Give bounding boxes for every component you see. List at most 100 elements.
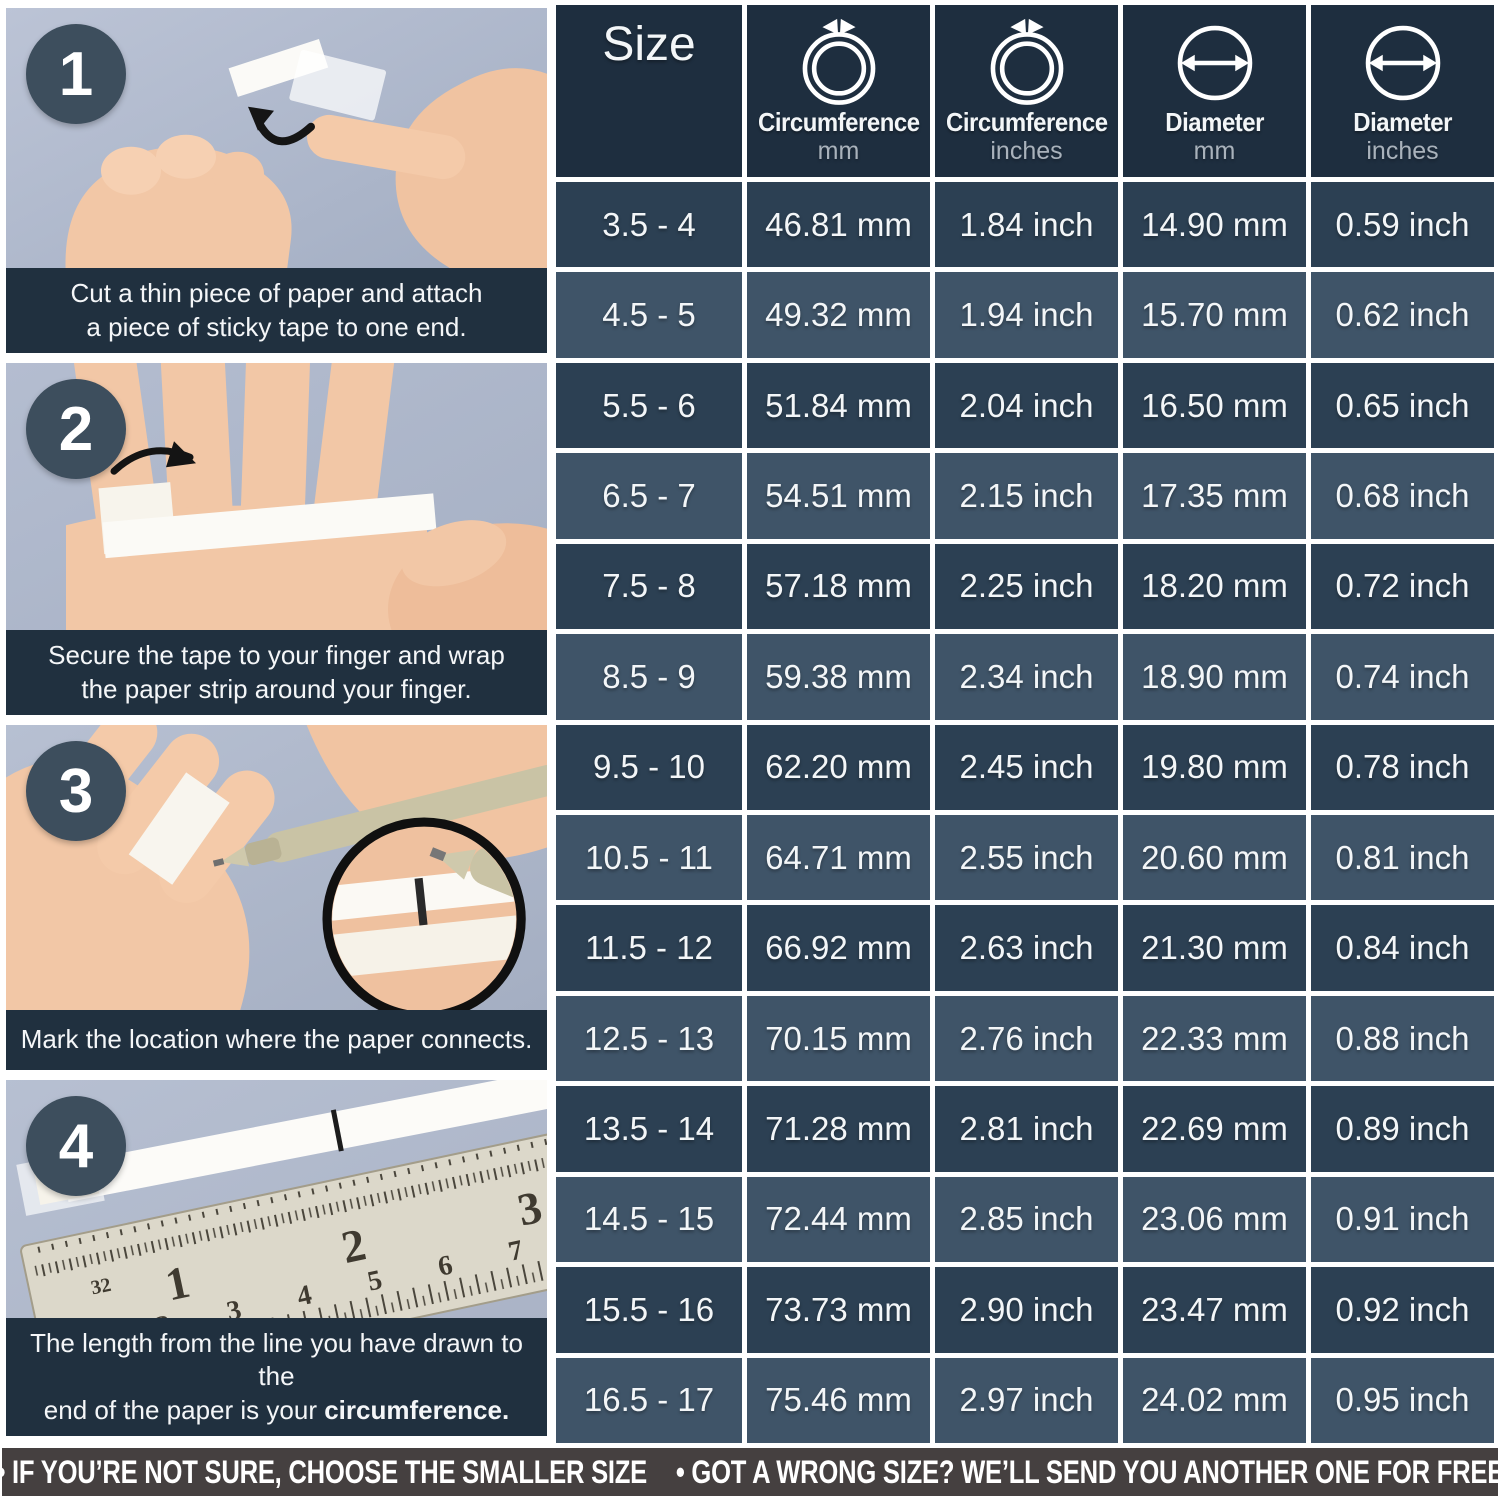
table-cell-size: 11.5 - 12 — [556, 905, 742, 991]
step-2-card: 2 Secure the tape to your finger and wra… — [6, 363, 547, 715]
table-cell-circ_in: 2.55 inch — [935, 815, 1118, 901]
diameter-icon — [1365, 25, 1440, 101]
circumference-icon — [802, 18, 875, 105]
caption-line: Secure the tape to your finger and wrap — [48, 640, 505, 671]
table-cell-circ_in: 2.15 inch — [935, 453, 1118, 539]
table-cell-circ_mm: 59.38 mm — [747, 634, 930, 720]
table-cell-circ_mm: 54.51 mm — [747, 453, 930, 539]
instruction-steps: 1 Cut a thin piece of paper and attach a… — [6, 8, 547, 1436]
table-cell-dia_mm: 20.60 mm — [1123, 815, 1306, 901]
table-cell-circ_in: 2.45 inch — [935, 724, 1118, 810]
table-cell-dia_in: 0.62 inch — [1311, 272, 1494, 358]
step-3-card: 3 Mark the location where the paper conn… — [6, 725, 547, 1070]
column-header-label: Circumference — [757, 107, 920, 137]
table-cell-circ_in: 2.63 inch — [935, 905, 1118, 991]
table-cell-dia_in: 0.95 inch — [1311, 1357, 1494, 1443]
table-cell-dia_mm: 23.06 mm — [1123, 1176, 1306, 1263]
table-cell-circ_mm: 71.28 mm — [747, 1086, 930, 1172]
table-cell-dia_mm: 24.02 mm — [1123, 1357, 1306, 1443]
table-cell-circ_mm: 62.20 mm — [747, 724, 930, 810]
step-number-badge: 3 — [26, 741, 126, 841]
caption-line: The length from the line you have drawn … — [30, 1328, 523, 1392]
step-number-badge: 4 — [26, 1096, 126, 1196]
step-number-badge: 1 — [26, 24, 126, 124]
table-cell-dia_in: 0.72 inch — [1311, 543, 1494, 630]
table-cell-circ_in: 2.97 inch — [935, 1357, 1118, 1443]
ring-size-table: Size Circumference mm Circumference inch… — [556, 5, 1494, 1443]
table-cell-size: 14.5 - 15 — [556, 1176, 742, 1263]
step-2-photo: 2 — [6, 363, 547, 631]
table-cell-size: 13.5 - 14 — [556, 1086, 742, 1172]
table-cell-size: 8.5 - 9 — [556, 634, 742, 720]
table-cell-dia_mm: 21.30 mm — [1123, 905, 1306, 991]
step-1-photo: 1 — [6, 8, 547, 269]
step-4-caption: The length from the line you have drawn … — [6, 1318, 547, 1436]
size-header-label: Size — [602, 18, 696, 71]
table-cell-circ_mm: 64.71 mm — [747, 815, 930, 901]
column-header-unit: mm — [817, 137, 860, 165]
table-cell-dia_mm: 15.70 mm — [1123, 272, 1306, 358]
table-cell-size: 10.5 - 11 — [556, 815, 742, 901]
step-3-illustration — [6, 725, 547, 1010]
diameter-icon — [1177, 25, 1252, 101]
table-cell-dia_in: 0.65 inch — [1311, 362, 1494, 449]
column-header-unit: inches — [1366, 137, 1439, 165]
table-cell-size: 4.5 - 5 — [556, 272, 742, 358]
table-cell-size: 3.5 - 4 — [556, 182, 742, 268]
ruler-number: 6 — [435, 1249, 455, 1282]
table-cell-dia_mm: 19.80 mm — [1123, 724, 1306, 810]
table-cell-circ_mm: 66.92 mm — [747, 905, 930, 991]
caption-line: end of the paper is your circumference. — [43, 1394, 510, 1425]
table-cell-size: 15.5 - 16 — [556, 1267, 742, 1353]
column-header-circumference-mm: Circumference mm — [747, 5, 930, 177]
table-cell-circ_mm: 72.44 mm — [747, 1176, 930, 1263]
table-cell-size: 16.5 - 17 — [556, 1357, 742, 1443]
table-cell-circ_in: 2.76 inch — [935, 995, 1118, 1082]
table-cell-circ_mm: 75.46 mm — [747, 1357, 930, 1443]
table-cell-dia_mm: 18.20 mm — [1123, 543, 1306, 630]
table-cell-circ_mm: 57.18 mm — [747, 543, 930, 630]
footer-note-left: • IF YOU’RE NOT SURE, CHOOSE THE SMALLER… — [2, 1453, 647, 1490]
column-header-label: Circumference — [945, 107, 1108, 137]
table-cell-dia_mm: 22.69 mm — [1123, 1086, 1306, 1172]
step-4-card: 1 2 3 32 1 2 3 4 5 6 7 4 The l — [6, 1080, 547, 1436]
table-cell-circ_in: 2.81 inch — [935, 1086, 1118, 1172]
table-cell-circ_in: 1.94 inch — [935, 272, 1118, 358]
table-cell-dia_in: 0.59 inch — [1311, 182, 1494, 268]
table-cell-dia_mm: 18.90 mm — [1123, 634, 1306, 720]
step-4-photo: 1 2 3 32 1 2 3 4 5 6 7 4 — [6, 1080, 547, 1319]
table-cell-size: 9.5 - 10 — [556, 724, 742, 810]
table-cell-size: 5.5 - 6 — [556, 362, 742, 449]
table-cell-dia_in: 0.92 inch — [1311, 1267, 1494, 1353]
caption-line: the paper strip around your finger. — [81, 673, 472, 704]
ruler-number: 4 — [294, 1279, 314, 1312]
caption-line: a piece of sticky tape to one end. — [86, 311, 467, 342]
table-cell-circ_mm: 73.73 mm — [747, 1267, 930, 1353]
table-cell-dia_in: 0.68 inch — [1311, 453, 1494, 539]
column-header-label: Diameter — [1353, 107, 1452, 137]
table-cell-dia_in: 0.89 inch — [1311, 1086, 1494, 1172]
column-header-label: Diameter — [1165, 107, 1264, 137]
table-cell-circ_mm: 46.81 mm — [747, 182, 930, 268]
step-1-caption: Cut a thin piece of paper and attach a p… — [6, 268, 547, 353]
table-cell-circ_mm: 70.15 mm — [747, 995, 930, 1082]
caption-line: Cut a thin piece of paper and attach — [70, 278, 483, 309]
table-cell-circ_mm: 49.32 mm — [747, 272, 930, 358]
table-cell-dia_in: 0.81 inch — [1311, 815, 1494, 901]
table-cell-dia_mm: 16.50 mm — [1123, 362, 1306, 449]
table-cell-dia_in: 0.74 inch — [1311, 634, 1494, 720]
table-cell-dia_in: 0.91 inch — [1311, 1176, 1494, 1263]
table-cell-circ_in: 1.84 inch — [935, 182, 1118, 268]
circumference-icon — [990, 18, 1063, 105]
table-cell-dia_mm: 17.35 mm — [1123, 453, 1306, 539]
step-2-caption: Secure the tape to your finger and wrap … — [6, 630, 547, 715]
step-3-caption: Mark the location where the paper connec… — [6, 1010, 547, 1070]
table-cell-size: 12.5 - 13 — [556, 995, 742, 1082]
ruler-number: 32 — [89, 1274, 113, 1300]
step-number-badge: 2 — [26, 379, 126, 479]
column-header-diameter-mm: Diameter mm — [1123, 5, 1306, 177]
table-cell-circ_in: 2.90 inch — [935, 1267, 1118, 1353]
footer-note-bar: • IF YOU’RE NOT SURE, CHOOSE THE SMALLER… — [2, 1448, 1498, 1496]
footer-note-right: • GOT A WRONG SIZE? WE’LL SEND YOU ANOTH… — [675, 1453, 1498, 1490]
caption-line: Mark the location where the paper connec… — [20, 1024, 533, 1055]
